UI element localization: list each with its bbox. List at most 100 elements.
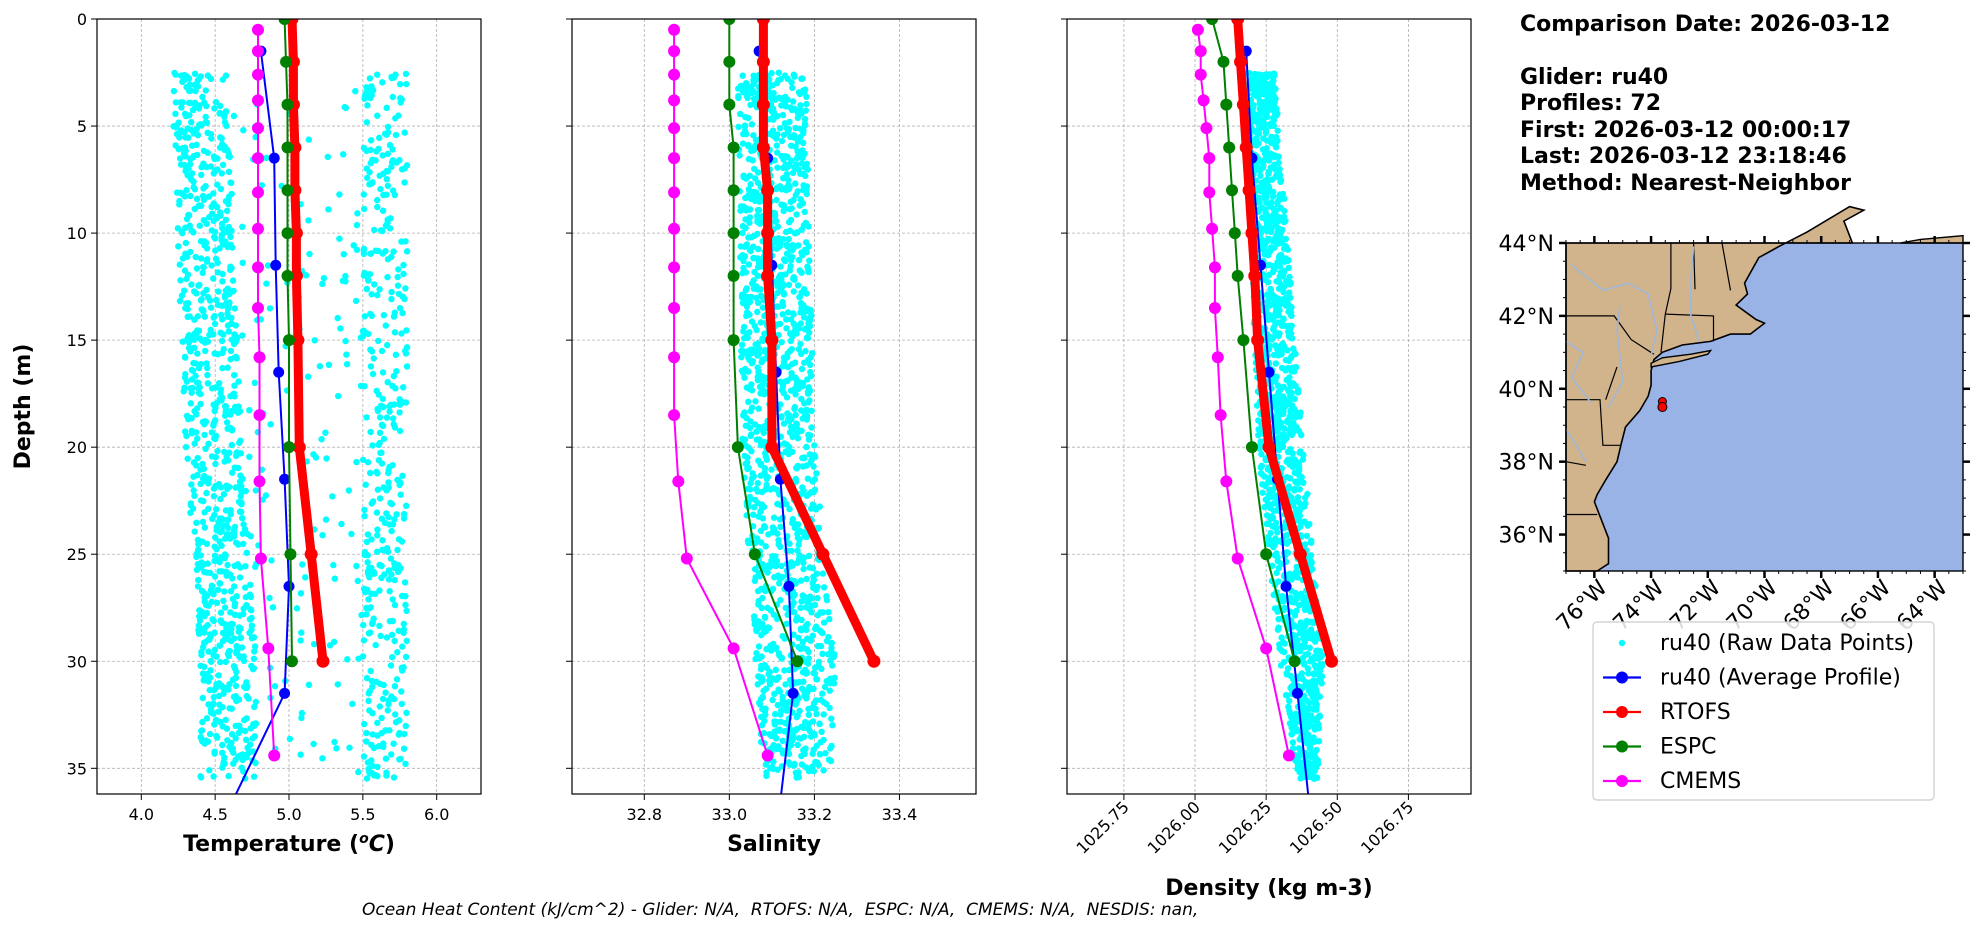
raw-point	[192, 372, 199, 380]
raw-point	[376, 134, 383, 142]
raw-point	[1256, 110, 1264, 117]
raw-point	[795, 166, 802, 173]
raw-point	[1278, 634, 1285, 641]
raw-point	[366, 271, 374, 278]
raw-point	[797, 196, 804, 203]
raw-point	[762, 543, 769, 550]
raw-point	[363, 611, 370, 618]
raw-point	[403, 637, 410, 645]
raw-point	[817, 739, 824, 746]
raw-point	[1279, 443, 1287, 450]
raw-point	[196, 222, 203, 229]
data-point-cmems	[1260, 642, 1273, 655]
raw-point	[1280, 245, 1288, 252]
raw-point	[1269, 378, 1277, 385]
raw-point	[378, 347, 386, 355]
raw-point	[1275, 332, 1282, 340]
river	[1690, 246, 1701, 342]
raw-point	[829, 722, 836, 729]
raw-point	[384, 341, 391, 349]
raw-point	[761, 524, 769, 531]
raw-point	[1293, 409, 1301, 417]
raw-point	[398, 664, 405, 671]
raw-point	[213, 683, 220, 690]
raw-point	[1292, 478, 1299, 486]
raw-point	[811, 670, 819, 677]
raw-point	[742, 422, 750, 429]
raw-point	[247, 606, 254, 613]
raw-point	[225, 772, 232, 780]
raw-point	[807, 361, 814, 369]
raw-point	[790, 98, 797, 105]
raw-point	[805, 711, 812, 718]
raw-point	[190, 152, 198, 160]
raw-point	[1269, 268, 1277, 276]
raw-point	[228, 179, 235, 186]
raw-point	[244, 683, 251, 690]
plot-area	[1191, 19, 1339, 794]
raw-point	[772, 553, 779, 560]
raw-point	[200, 307, 207, 314]
raw-point	[376, 622, 383, 630]
raw-point	[210, 773, 217, 780]
raw-point	[310, 740, 317, 748]
raw-point	[798, 350, 805, 357]
data-point-espc	[1217, 55, 1230, 68]
data-point-cmems	[668, 261, 681, 274]
raw-point	[761, 348, 769, 355]
raw-point	[786, 505, 793, 513]
raw-point	[798, 365, 806, 373]
raw-point	[1296, 518, 1304, 525]
raw-point	[818, 728, 825, 735]
raw-point	[773, 486, 780, 493]
legend: ru40 (Raw Data Points)ru40 (Average Prof…	[1592, 621, 1935, 801]
raw-point	[224, 310, 231, 317]
raw-point	[815, 662, 822, 669]
raw-point	[741, 127, 749, 135]
raw-point	[403, 248, 411, 255]
raw-point	[373, 468, 380, 476]
raw-point	[1302, 622, 1309, 629]
raw-point	[750, 504, 758, 511]
raw-point	[368, 590, 375, 597]
raw-point	[800, 724, 807, 731]
raw-point	[342, 278, 349, 285]
raw-point	[389, 93, 396, 101]
legend-box	[1592, 621, 1935, 801]
raw-point	[183, 187, 190, 194]
raw-point	[386, 463, 393, 471]
data-point-espc	[1228, 227, 1241, 240]
river	[1565, 428, 1587, 463]
raw-point	[1278, 251, 1285, 259]
raw-point	[238, 489, 245, 496]
raw-point	[750, 277, 757, 284]
raw-point	[794, 114, 801, 122]
raw-point	[804, 621, 811, 628]
raw-point	[204, 592, 211, 599]
raw-point	[371, 226, 378, 234]
raw-point	[795, 678, 803, 686]
raw-point	[764, 473, 771, 481]
raw-point	[810, 584, 817, 591]
raw-point	[361, 512, 368, 520]
raw-point	[1302, 494, 1309, 501]
raw-point	[263, 154, 270, 162]
raw-point	[360, 637, 368, 644]
raw-point	[216, 558, 223, 566]
raw-point	[798, 616, 805, 624]
raw-point	[798, 75, 805, 83]
raw-point	[1272, 166, 1280, 173]
raw-point	[378, 729, 385, 737]
raw-point	[1274, 608, 1281, 615]
raw-point	[297, 751, 304, 758]
raw-point	[1274, 626, 1282, 633]
raw-point	[1318, 673, 1326, 680]
raw-point	[390, 421, 397, 428]
raw-point	[346, 744, 353, 751]
raw-point	[366, 181, 373, 188]
raw-point	[398, 688, 405, 695]
raw-point	[1296, 622, 1304, 630]
raw-point	[398, 700, 405, 708]
raw-point	[352, 297, 360, 305]
raw-point	[334, 681, 341, 688]
